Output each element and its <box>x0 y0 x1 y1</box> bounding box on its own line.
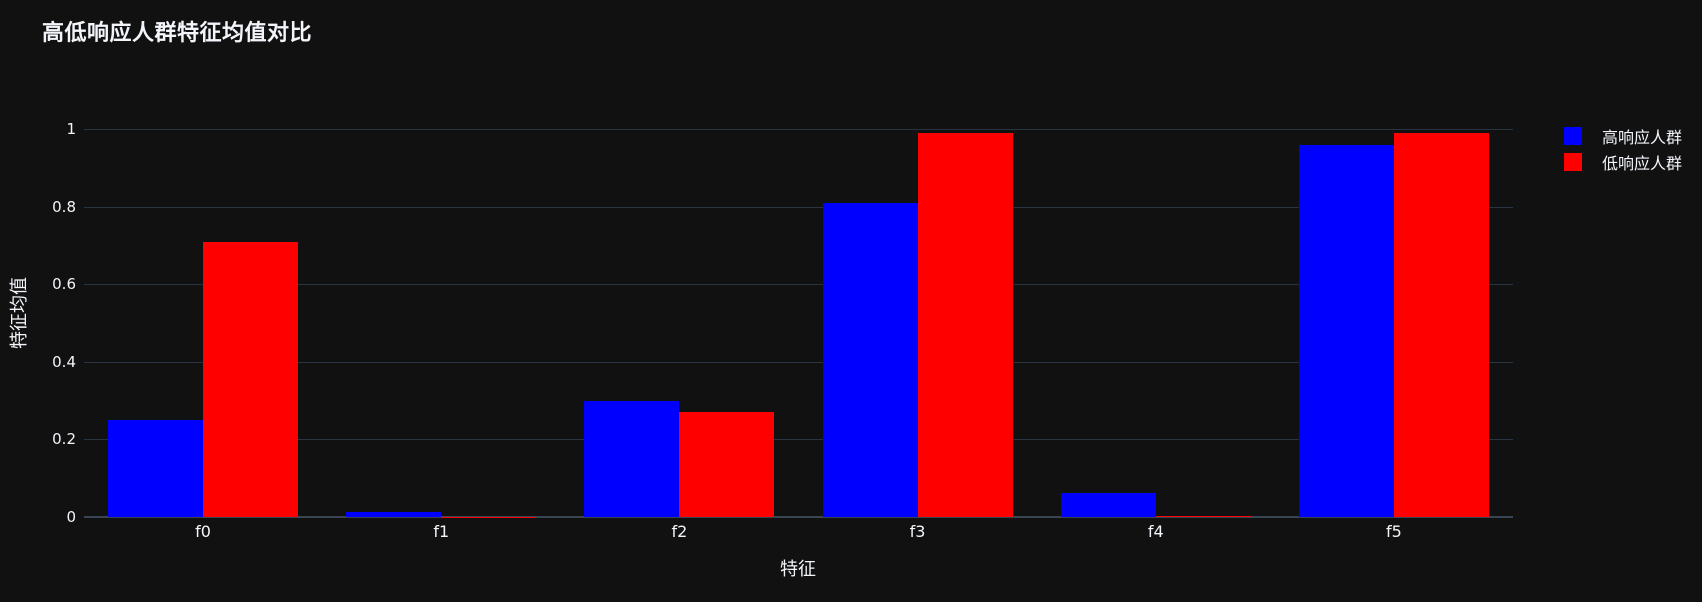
bar-low-f4[interactable] <box>1155 515 1251 517</box>
x-tick-label-f3: f3 <box>909 522 926 541</box>
y-tick-label: 1 <box>66 120 76 138</box>
bar-high-f0[interactable] <box>108 420 204 517</box>
bar-low-f2[interactable] <box>679 412 775 517</box>
y-tick-label: 0.2 <box>52 430 76 449</box>
bar-high-f3[interactable] <box>822 202 918 517</box>
bar-low-f5[interactable] <box>1393 132 1489 517</box>
gridline-y-0.2 <box>84 439 1513 441</box>
x-tick-label-f2: f2 <box>671 522 688 541</box>
bar-low-f0[interactable] <box>203 241 299 517</box>
bar-high-f1[interactable] <box>346 512 442 517</box>
y-tick-label: 0 <box>66 508 76 526</box>
gridline-y-0.8 <box>84 206 1513 208</box>
x-axis-title: 特征 <box>780 559 816 580</box>
x-axis-line <box>84 516 1513 518</box>
bar-high-f4[interactable] <box>1060 492 1156 517</box>
legend-item-low[interactable]: 低响应人群 <box>1564 152 1683 173</box>
chart-title: 高低响应人群特征均值对比 <box>42 21 313 46</box>
gridline-y-1 <box>84 129 1513 130</box>
legend-label: 高响应人群 <box>1602 127 1683 147</box>
legend-swatch-icon <box>1564 126 1582 145</box>
bar-low-f1[interactable] <box>441 516 537 517</box>
bar-low-f3[interactable] <box>917 132 1013 517</box>
x-tick-label-f5: f5 <box>1386 522 1402 541</box>
y-tick-label: 0.8 <box>52 197 76 216</box>
y-tick-label: 0.4 <box>52 352 76 371</box>
x-tick-label-f4: f4 <box>1147 522 1164 541</box>
legend: 高响应人群低响应人群 <box>1564 126 1682 178</box>
legend-swatch-icon <box>1564 152 1582 171</box>
gridline-y-0.4 <box>84 361 1513 363</box>
legend-label: 低响应人群 <box>1602 153 1683 173</box>
x-tick-label-f1: f1 <box>433 522 450 541</box>
x-tick-label-f0: f0 <box>195 522 211 541</box>
bar-high-f5[interactable] <box>1298 144 1394 517</box>
y-axis-title: 特征均值 <box>9 277 30 349</box>
y-tick-label: 0.6 <box>52 275 76 294</box>
legend-item-high[interactable]: 高响应人群 <box>1564 126 1683 147</box>
bar-high-f2[interactable] <box>584 400 680 517</box>
gridline-y-0.6 <box>84 284 1513 286</box>
